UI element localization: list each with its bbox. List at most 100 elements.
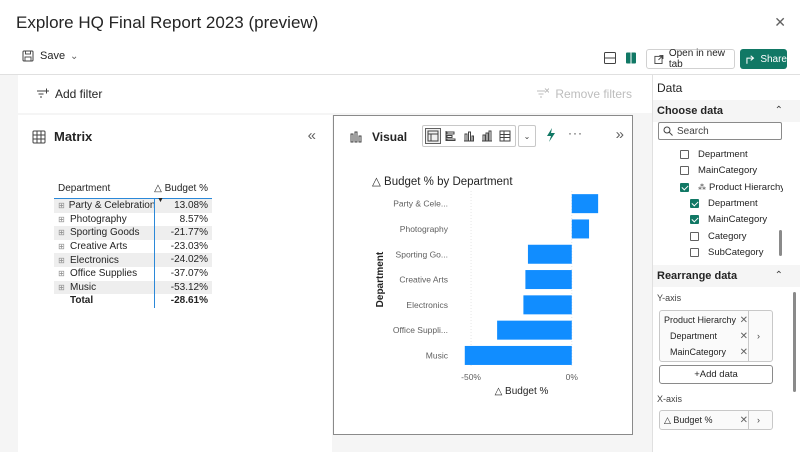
y-axis-field[interactable]: MainCategory ✕ [670, 347, 748, 358]
field-item[interactable]: Category [690, 231, 747, 242]
expand-icon[interactable]: ⊞ [58, 242, 65, 252]
matrix-col-department[interactable]: Department [58, 183, 111, 194]
field-item[interactable]: Department [680, 149, 748, 160]
matrix-col-budget[interactable]: △ Budget % [154, 183, 208, 194]
table-row[interactable]: ⊞ Music -53.12% [54, 280, 212, 295]
search-input[interactable]: Search [658, 122, 782, 140]
x-axis-well: △ Budget % ✕ › [659, 410, 773, 430]
table-row[interactable]: ⊞ Party & Celebration 13.08% [54, 199, 212, 213]
expand-icon[interactable]: ⊞ [58, 255, 65, 265]
matrix-rows: ⊞ Party & Celebration 13.08% ⊞ Photography 8.… [54, 199, 212, 295]
field-checkbox[interactable] [690, 198, 699, 208]
table-row[interactable]: ⊞ Photography 8.57% [54, 212, 212, 227]
remove-field-icon[interactable]: ✕ [739, 331, 748, 342]
remove-field-icon[interactable]: ✕ [739, 315, 748, 326]
bar [571, 194, 599, 214]
matrix-visual-type-icon[interactable] [425, 128, 441, 144]
chevron-right-icon[interactable]: › [748, 311, 768, 361]
more-options-icon[interactable]: ··· [568, 126, 583, 140]
remove-field-icon[interactable]: ✕ [739, 347, 748, 358]
bar [523, 295, 572, 315]
y-tick-label: Creative Arts [399, 275, 448, 285]
field-checkbox[interactable] [680, 182, 689, 192]
y-tick-label: Office Suppli... [393, 325, 448, 335]
field-item[interactable]: MainCategory [690, 214, 767, 225]
tree-scrollbar[interactable] [779, 230, 782, 256]
bar [525, 270, 572, 290]
share-button[interactable]: Share [740, 49, 787, 69]
chart-type-dropdown-icon[interactable]: ⌄ [518, 125, 536, 147]
table-row[interactable]: ⊞ Sporting Goods -21.77% [54, 226, 212, 240]
x-axis-field[interactable]: △ Budget % ✕ [664, 415, 748, 426]
column-chart-type-icon[interactable] [461, 128, 477, 144]
chevron-up-icon[interactable]: ⌃ [774, 270, 783, 281]
field-checkbox[interactable] [680, 150, 689, 159]
field-item[interactable]: Department [690, 198, 758, 209]
close-icon[interactable]: ✕ [774, 14, 786, 30]
field-item[interactable]: MainCategory [680, 165, 757, 176]
table-row[interactable]: ⊞ Electronics -24.02% [54, 253, 212, 267]
field-item[interactable]: SubCategory [690, 247, 763, 258]
layout-icon[interactable] [603, 51, 617, 65]
add-filter-button[interactable]: Add filter [36, 87, 102, 101]
y-tick-label: Music [426, 350, 449, 360]
expand-icon[interactable]: ⊞ [58, 201, 65, 211]
bar [571, 219, 590, 239]
collapse-right-icon[interactable]: » [615, 126, 624, 143]
clustered-column-type-icon[interactable] [479, 128, 495, 144]
visual-title: Visual [372, 130, 408, 144]
table-type-icon[interactable] [497, 128, 513, 144]
collapse-left-icon[interactable]: « [307, 127, 316, 144]
field-checkbox[interactable] [690, 231, 699, 241]
remove-filters-button[interactable]: Remove filters [536, 87, 632, 101]
x-axis-field-label: △ Budget % [664, 415, 713, 425]
x-axis-label: X-axis [657, 394, 683, 404]
visual-chart-icon [350, 131, 362, 143]
chart-type-selector [422, 125, 516, 147]
expand-icon[interactable]: ⊞ [58, 282, 65, 292]
matrix-table: Department △ Budget % ▼ ⊞ Party & Celebra… [54, 179, 212, 308]
remove-field-icon[interactable]: ✕ [739, 415, 748, 426]
expand-icon[interactable]: ⊞ [58, 228, 65, 238]
choose-data-section[interactable]: Choose data ⌃ [653, 100, 800, 122]
rearrange-data-section[interactable]: Rearrange data ⌃ [653, 265, 800, 287]
expand-icon[interactable]: ⊞ [58, 214, 65, 224]
row-department-label: Party & Celebration [68, 200, 156, 212]
add-data-button[interactable]: +Add data [659, 365, 773, 384]
field-checkbox[interactable] [690, 215, 699, 225]
matrix-total-row: Total -28.61% [54, 294, 212, 308]
row-department: ⊞ Photography [54, 214, 154, 225]
y-axis-field-label: Department [670, 331, 718, 341]
x-axis-title: △ Budget % [495, 386, 549, 397]
table-row[interactable]: ⊞ Office Supplies -37.07% [54, 266, 212, 281]
chevron-right-icon[interactable]: › [748, 411, 768, 429]
bar-chart-type-icon[interactable] [443, 128, 459, 144]
open-in-new-tab-button[interactable]: Open in new tab [646, 48, 735, 70]
chevron-up-icon[interactable]: ⌃ [774, 105, 783, 116]
y-axis-field[interactable]: Department ✕ [670, 331, 748, 342]
y-tick-label: Electronics [406, 300, 448, 310]
rearrange-data-label: Rearrange data [657, 270, 738, 282]
y-tick-label: Photography [400, 224, 449, 234]
y-axis-field[interactable]: Product Hierarchy ✕ [664, 315, 748, 326]
field-label: SubCategory [708, 246, 764, 258]
row-value: 8.57% [154, 212, 212, 227]
share-icon [746, 54, 755, 64]
field-label: Department [708, 197, 758, 209]
save-dropdown-chevron-icon[interactable]: ⌄ [70, 51, 79, 62]
field-checkbox[interactable] [680, 166, 689, 176]
total-label: Total [70, 295, 94, 307]
field-item[interactable]: ⁂ Product Hierarchy [680, 182, 783, 193]
bar [497, 320, 572, 340]
save-label: Save [40, 50, 66, 62]
dialog-title: Explore HQ Final Report 2023 (preview) [16, 13, 319, 32]
field-checkbox[interactable] [690, 247, 699, 257]
lightning-icon[interactable] [546, 128, 556, 142]
y-axis-title: Department [375, 251, 386, 307]
table-row[interactable]: ⊞ Creative Arts -23.03% [54, 239, 212, 254]
row-department-label: Sporting Goods [70, 227, 140, 239]
book-icon[interactable] [624, 51, 638, 65]
pane-scrollbar[interactable] [793, 292, 796, 392]
expand-icon[interactable]: ⊞ [58, 269, 65, 279]
save-button[interactable]: Save [22, 50, 65, 62]
